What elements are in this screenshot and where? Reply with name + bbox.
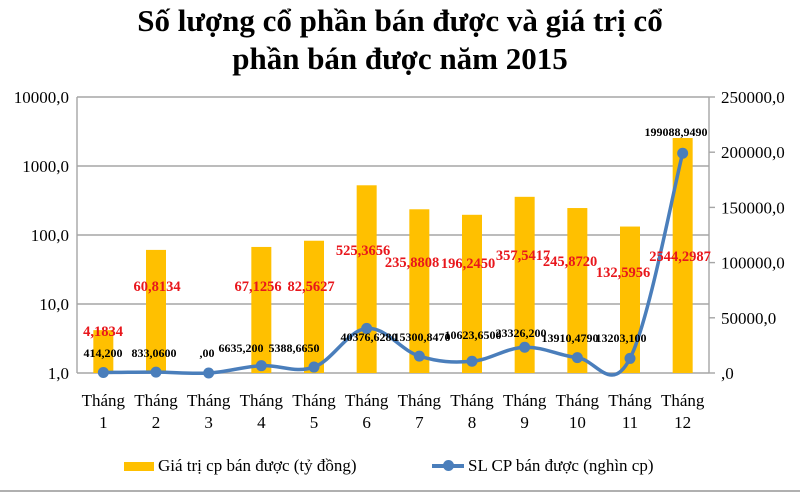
line-marker <box>624 352 636 364</box>
category-labels: Tháng 1 Tháng 2 Tháng 3 Tháng 4 Tháng 5 Tháng 6 Thán… <box>82 391 705 432</box>
legend-label-line: SL CP bán được (nghìn cp) <box>468 456 654 475</box>
category-label-line2: 8 <box>468 413 477 432</box>
bar-value-label: 196,2450 <box>441 256 495 272</box>
right-axis-tick: 250000,0 <box>721 88 785 107</box>
bar-value-label: 525,3656 <box>336 243 390 259</box>
line-marker <box>308 361 320 373</box>
line-marker <box>466 355 478 367</box>
bar-value-label: 245,8720 <box>543 254 597 270</box>
right-axis-tick: 50000,0 <box>721 309 776 328</box>
right-axis-tick: 100000,0 <box>721 254 785 273</box>
line-value-label: 40376,6280 <box>341 330 398 344</box>
legend-item-line: SL CP bán được (nghìn cp) <box>432 456 654 476</box>
line-marker-icon <box>432 460 464 471</box>
bar-series <box>93 138 693 373</box>
divider <box>0 490 800 492</box>
line-series <box>97 147 689 379</box>
line-marker <box>519 341 531 353</box>
category-label-line1: Tháng <box>503 391 547 410</box>
line-marker <box>413 350 425 362</box>
axis-tick-labels: 10000,0 1000,0 100,0 10,0 1,0 250000,0 200000,… <box>14 88 785 383</box>
bar-value-label: 4,1834 <box>83 324 123 340</box>
right-axis-tick: ,0 <box>721 364 734 383</box>
bar-value-label: 82,5627 <box>287 279 334 295</box>
category-label-line1: Tháng <box>345 391 389 410</box>
left-axis-tick: 100,0 <box>31 226 69 245</box>
line-marker <box>571 352 583 364</box>
bar-value-label: 60,8134 <box>133 279 180 295</box>
line-value-label: 5388,6650 <box>269 341 320 355</box>
line-value-label: 13203,100 <box>596 331 647 345</box>
left-axis-tick: 1000,0 <box>22 157 69 176</box>
line-marker <box>255 360 267 372</box>
bar <box>462 214 482 373</box>
category-label-line2: 4 <box>257 413 266 432</box>
line-value-label: 13910,4790 <box>542 331 599 345</box>
bar <box>514 196 535 373</box>
category-label-line1: Tháng <box>292 391 336 410</box>
line-value-label: 199088,9490 <box>645 125 708 139</box>
category-label-line2: 5 <box>310 413 319 432</box>
category-label-line2: 10 <box>569 413 586 432</box>
category-label-line2: 6 <box>362 413 371 432</box>
category-label-line2: 9 <box>520 413 529 432</box>
line-value-label: ,00 <box>200 346 215 360</box>
category-label-line1: Tháng <box>398 391 442 410</box>
bar <box>672 138 693 373</box>
line-marker <box>677 147 689 159</box>
legend: Giá trị cp bán được (tỷ đồng) SL CP bán … <box>0 456 800 480</box>
bar-value-label: 235,8808 <box>385 255 439 271</box>
category-label-line2: 3 <box>204 413 213 432</box>
data-labels: 4,1834 60,8134 67,1256 82,5627 525,3656235,8… <box>83 125 711 360</box>
line-marker <box>203 367 215 379</box>
line-value-label: 23326,200 <box>496 326 547 340</box>
category-label-line1: Tháng <box>661 391 705 410</box>
category-label-line1: Tháng <box>82 391 126 410</box>
line-marker <box>150 366 162 378</box>
bar-value-label: 132,5956 <box>596 265 650 281</box>
category-label-line2: 7 <box>415 413 424 432</box>
category-label-line1: Tháng <box>450 391 494 410</box>
category-label-line1: Tháng <box>556 391 600 410</box>
chart-title: Số lượng cổ phần bán được và giá trị cổ … <box>0 0 800 78</box>
legend-item-bar: Giá trị cp bán được (tỷ đồng) <box>124 456 357 476</box>
category-label-line1: Tháng <box>134 391 178 410</box>
category-label-line2: 11 <box>622 413 638 432</box>
bar-value-label: 2544,2987 <box>649 249 711 265</box>
bar <box>251 246 272 373</box>
left-axis-tick: 1,0 <box>48 364 69 383</box>
line-value-label: 10623,6500 <box>445 328 502 342</box>
line-marker <box>361 322 373 334</box>
line-value-label: 6635,200 <box>219 341 264 355</box>
bar <box>93 330 114 373</box>
right-axis-tick: 200000,0 <box>721 143 785 162</box>
category-label-line1: Tháng <box>608 391 652 410</box>
bar <box>567 208 588 373</box>
bar <box>356 185 377 373</box>
bar-value-label: 67,1256 <box>234 279 281 295</box>
axes <box>76 96 715 374</box>
bar-value-label: 357,5417 <box>496 248 550 264</box>
bar-swatch-icon <box>124 461 154 471</box>
chart-title-line2: phần bán được năm 2015 <box>232 41 568 76</box>
line-marker <box>97 367 109 379</box>
left-axis-tick: 10000,0 <box>14 88 69 107</box>
bar <box>304 240 324 373</box>
line-value-label: 414,200 <box>84 346 123 360</box>
category-label-line1: Tháng <box>240 391 284 410</box>
bar <box>409 209 430 373</box>
left-axis-tick: 10,0 <box>39 295 69 314</box>
line-value-label: 15300,8470 <box>394 330 451 344</box>
category-label-line2: 1 <box>99 413 108 432</box>
right-axis-tick: 150000,0 <box>721 198 785 217</box>
category-label-line1: Tháng <box>187 391 231 410</box>
line-value-label: 833,0600 <box>132 346 177 360</box>
category-label-line2: 12 <box>674 413 691 432</box>
category-label-line2: 2 <box>152 413 161 432</box>
chart-title-line1: Số lượng cổ phần bán được và giá trị cổ <box>137 3 663 38</box>
bar <box>620 226 640 373</box>
legend-label-bar: Giá trị cp bán được (tỷ đồng) <box>158 456 357 475</box>
bar <box>146 249 166 373</box>
